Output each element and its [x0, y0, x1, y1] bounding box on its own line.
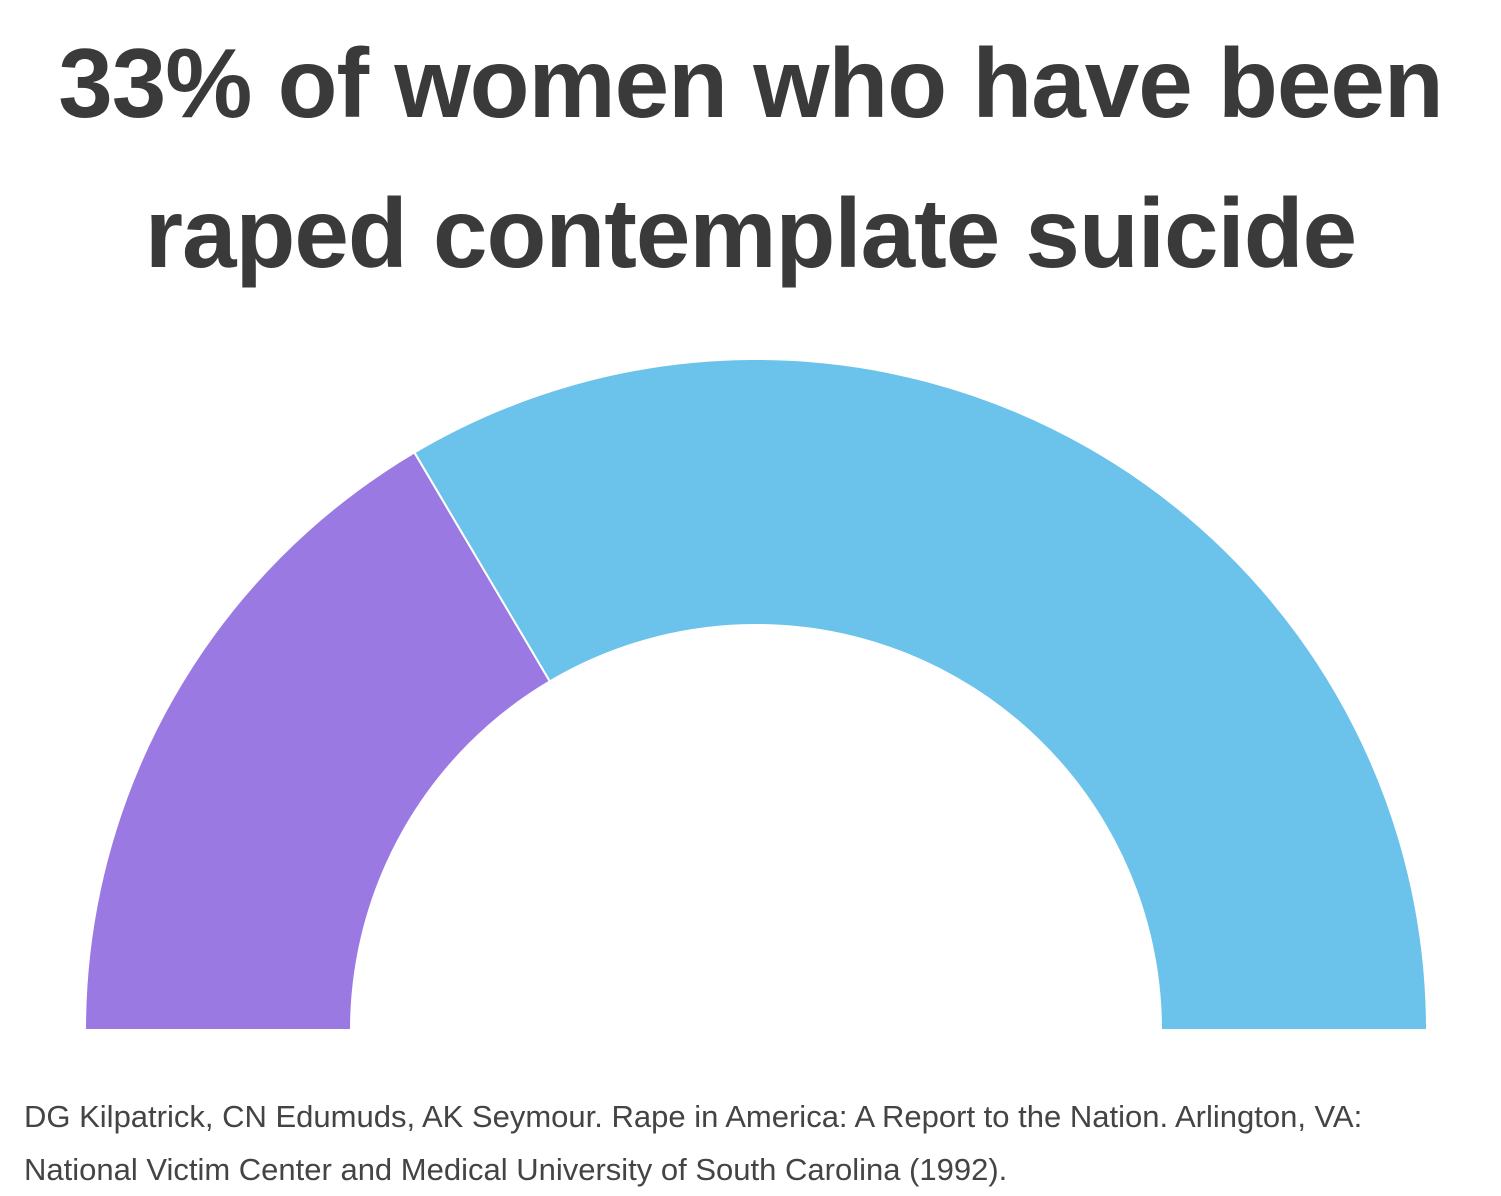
donut-slice-2 — [413, 358, 1429, 1031]
donut-slice-1 — [83, 451, 552, 1031]
chart-title: 33% of women who have been raped contemp… — [58, 28, 1443, 288]
source-citation: DG Kilpatrick, CN Edumuds, AK Seymour. R… — [24, 1099, 1363, 1187]
